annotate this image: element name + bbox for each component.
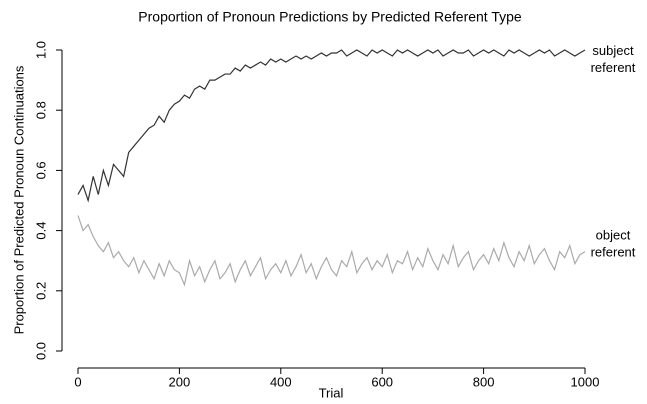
y-tick-label: 0.2 (33, 282, 48, 300)
y-tick-label: 0.0 (33, 342, 48, 360)
x-tick-label: 0 (74, 374, 81, 389)
y-tick-label: 0.6 (33, 161, 48, 179)
series-label: object referent (591, 228, 636, 260)
chart-title: Proportion of Pronoun Predictions by Pre… (138, 9, 522, 25)
x-tick-label: 200 (169, 374, 191, 389)
x-tick-label: 800 (473, 374, 495, 389)
y-tick-label: 0.4 (33, 222, 48, 240)
x-tick-label: 600 (371, 374, 393, 389)
x-tick-label: 400 (270, 374, 292, 389)
x-tick-label: 1000 (571, 374, 600, 389)
series-line (77, 49, 586, 203)
y-tick-label: 0.8 (33, 101, 48, 119)
x-axis-title: Trial (319, 385, 344, 400)
series-label: subject referent (591, 43, 636, 75)
y-tick-label: 1.0 (33, 41, 48, 59)
series-line (77, 215, 586, 287)
y-axis-title: Proportion of Predicted Pronoun Continua… (11, 65, 26, 334)
